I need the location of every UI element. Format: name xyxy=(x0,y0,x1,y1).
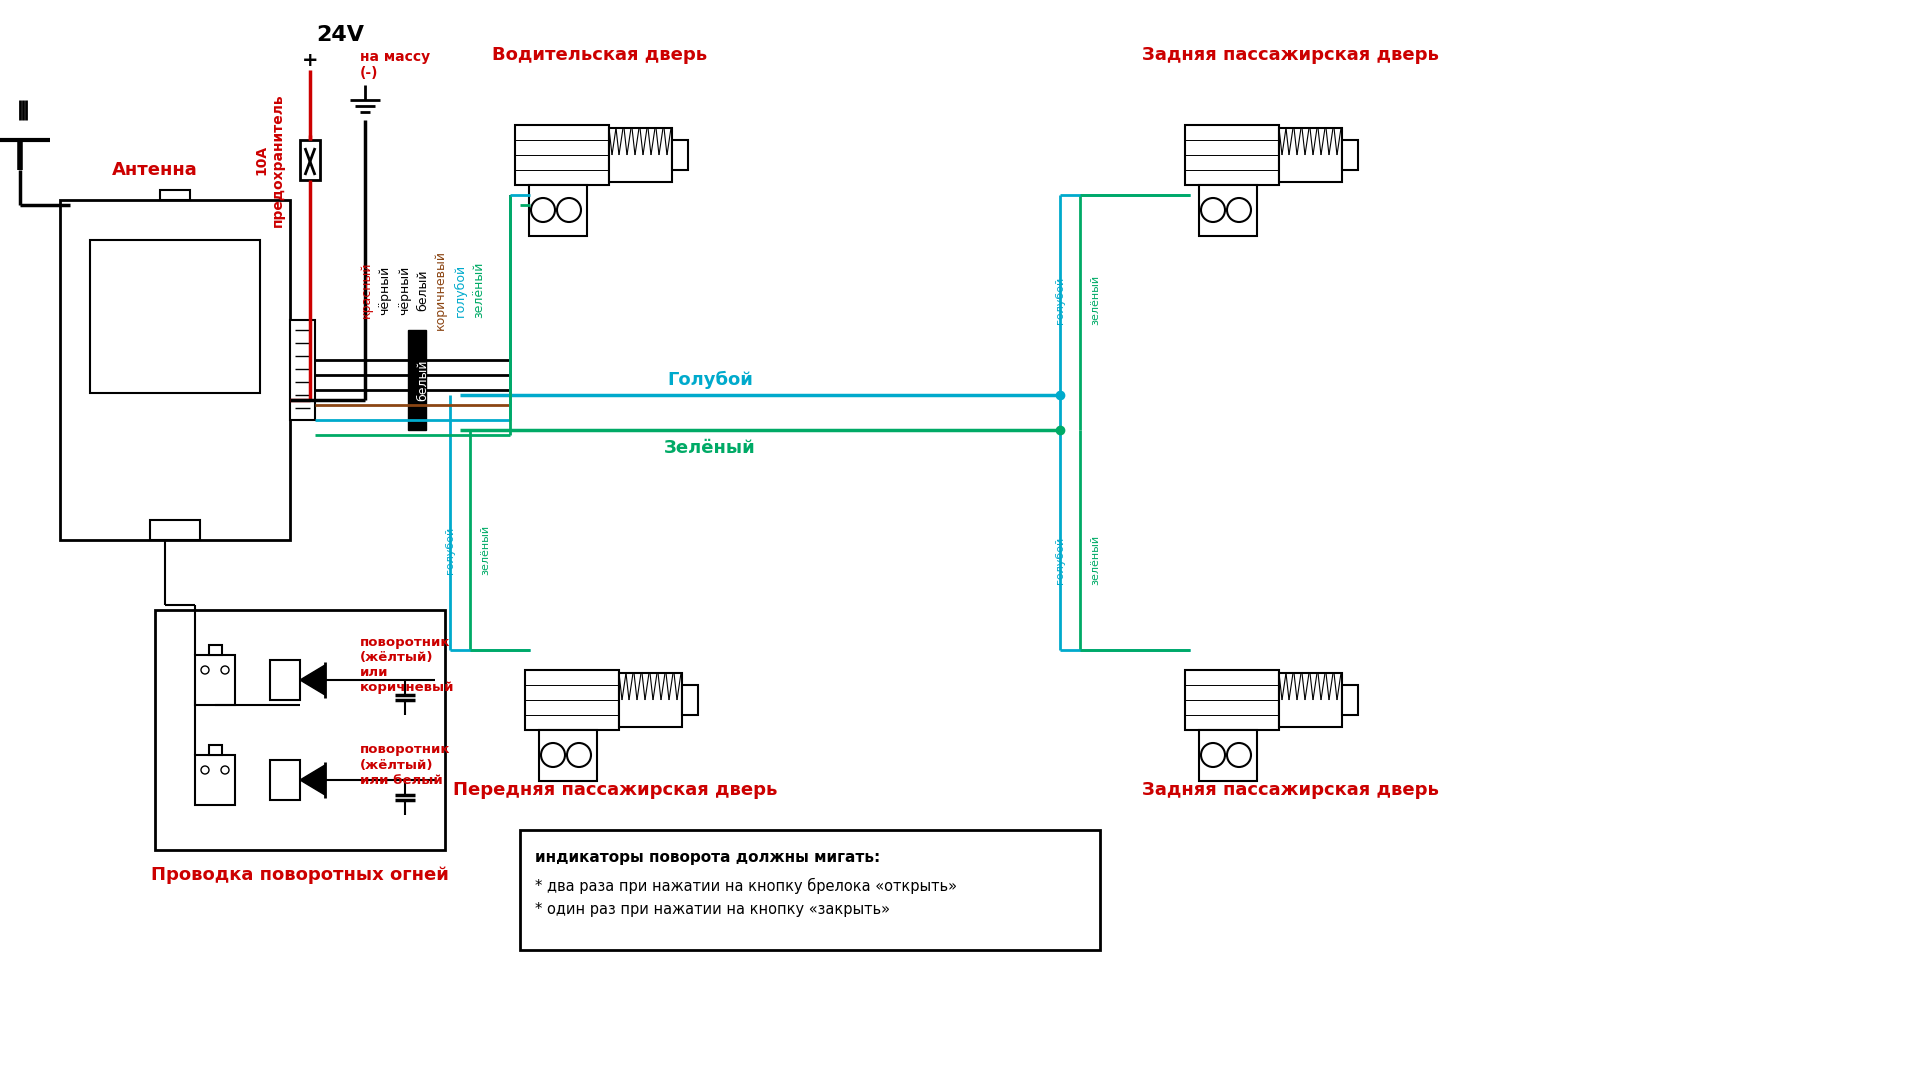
Circle shape xyxy=(1202,198,1225,222)
Bar xyxy=(515,125,609,185)
Circle shape xyxy=(1227,198,1252,222)
Text: Задняя пассажирская дверь: Задняя пассажирская дверь xyxy=(1142,46,1438,64)
Bar xyxy=(1342,685,1357,715)
Circle shape xyxy=(1227,743,1252,767)
Text: белый: белый xyxy=(417,360,428,401)
Text: голубой: голубой xyxy=(453,264,467,316)
Text: 24V: 24V xyxy=(317,25,365,45)
Text: на массу
(-): на массу (-) xyxy=(361,50,430,80)
Bar xyxy=(156,610,445,850)
Bar xyxy=(1185,125,1279,185)
Text: поворотник
(жёлтый)
или
коричневый: поворотник (жёлтый) или коричневый xyxy=(361,636,455,694)
Polygon shape xyxy=(300,665,324,696)
Bar xyxy=(1279,673,1342,727)
Polygon shape xyxy=(300,765,324,795)
Text: чёрный: чёрный xyxy=(378,266,392,314)
Text: коричневый: коричневый xyxy=(434,249,447,330)
Text: зелёный: зелёный xyxy=(480,525,490,575)
Bar xyxy=(196,755,234,805)
Bar xyxy=(672,140,687,170)
Bar xyxy=(196,654,234,705)
Text: зелёный: зелёный xyxy=(1091,535,1100,585)
Bar xyxy=(60,200,290,540)
Text: зелёный: зелёный xyxy=(1091,275,1100,325)
Bar xyxy=(1342,140,1357,170)
Circle shape xyxy=(1202,743,1225,767)
Text: чёрный: чёрный xyxy=(397,266,411,314)
Bar xyxy=(290,320,315,420)
Bar xyxy=(520,831,1100,950)
Bar xyxy=(209,645,223,654)
Circle shape xyxy=(202,666,209,674)
Text: индикаторы поворота должны мигать:: индикаторы поворота должны мигать: xyxy=(536,850,879,865)
Text: голубой: голубой xyxy=(445,526,455,573)
Bar xyxy=(150,519,200,540)
Circle shape xyxy=(541,743,564,767)
Circle shape xyxy=(557,198,582,222)
Text: Зелёный: Зелёный xyxy=(664,438,756,457)
Circle shape xyxy=(202,766,209,774)
Circle shape xyxy=(532,198,555,222)
Bar xyxy=(682,685,699,715)
Text: Проводка поворотных огней: Проводка поворотных огней xyxy=(152,866,449,885)
Text: Голубой: Голубой xyxy=(666,370,753,389)
Bar xyxy=(209,745,223,755)
Circle shape xyxy=(566,743,591,767)
Bar xyxy=(524,670,618,730)
Text: поворотник
(жёлтый)
или белый: поворотник (жёлтый) или белый xyxy=(361,743,451,786)
Text: Задняя пассажирская дверь: Задняя пассажирская дверь xyxy=(1142,781,1438,799)
Text: Антенна: Антенна xyxy=(111,161,198,179)
Text: голубой: голубой xyxy=(1054,537,1066,583)
Bar xyxy=(1198,730,1258,781)
Bar xyxy=(271,660,300,700)
Bar xyxy=(407,330,426,430)
Bar xyxy=(540,730,597,781)
Bar xyxy=(609,129,672,183)
Text: красный: красный xyxy=(361,261,372,319)
Text: Водительская дверь: Водительская дверь xyxy=(492,46,708,64)
Bar xyxy=(159,190,190,200)
Bar xyxy=(271,760,300,800)
Text: 10А
предохранитель: 10А предохранитель xyxy=(255,93,284,227)
Text: +: + xyxy=(301,51,319,69)
Bar xyxy=(618,673,682,727)
Text: * один раз при нажатии на кнопку «закрыть»: * один раз при нажатии на кнопку «закрыт… xyxy=(536,902,891,917)
Circle shape xyxy=(221,766,228,774)
Bar xyxy=(1279,129,1342,183)
Text: * два раза при нажатии на кнопку брелока «открыть»: * два раза при нажатии на кнопку брелока… xyxy=(536,878,956,894)
Circle shape xyxy=(221,666,228,674)
Bar xyxy=(90,240,259,393)
Bar xyxy=(1185,670,1279,730)
Text: зелёный: зелёный xyxy=(472,261,486,319)
Bar xyxy=(530,185,588,237)
Text: Передняя пассажирская дверь: Передняя пассажирская дверь xyxy=(453,781,778,799)
Bar xyxy=(300,140,321,180)
Bar xyxy=(1198,185,1258,237)
Text: белый: белый xyxy=(417,269,428,311)
Text: голубой: голубой xyxy=(1054,276,1066,324)
